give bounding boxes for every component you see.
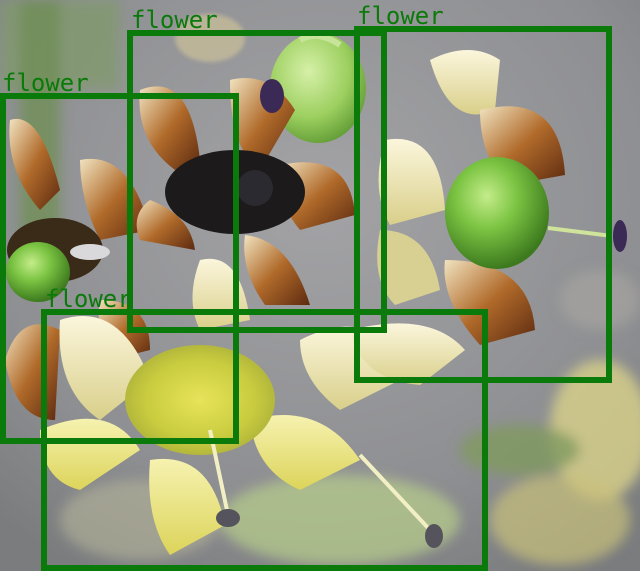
yellow-flower-bottom (40, 258, 465, 555)
detection-label-1: flower (131, 6, 218, 34)
detection-box-4 (41, 309, 488, 571)
detection-box-3 (0, 93, 239, 444)
detection-box-1 (127, 30, 387, 333)
detection-label-3: flower (2, 69, 89, 97)
dark-center-flower (136, 78, 355, 305)
fruit-flower-right (377, 50, 627, 345)
detection-label-4: flower (45, 285, 132, 313)
green-bud-top (175, 14, 366, 143)
detection-boxes (0, 26, 612, 571)
detection-label-2: flower (357, 2, 444, 30)
